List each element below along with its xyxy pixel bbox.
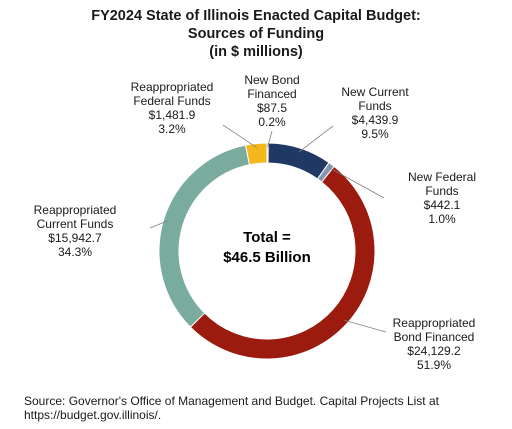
label-percent: 51.9%: [417, 358, 451, 372]
label-name-line: Financed: [247, 87, 296, 101]
label-value: $1,481.9: [149, 108, 196, 122]
label-value: $24,129.2: [407, 344, 461, 358]
label-value: $87.5: [257, 101, 287, 115]
source-line-1: Source: Governor's Office of Management …: [24, 394, 439, 408]
leader-lines: [149, 124, 387, 333]
source-line-2: https://budget.gov.illinois/.: [24, 408, 162, 422]
slice-reappropriated-current-funds: [158, 144, 251, 328]
label-new-federal-funds: New Federal Funds $442.1 1.0%: [408, 170, 476, 226]
slice-reappropriated-federal-funds: [244, 142, 268, 166]
donut-slices: [158, 142, 376, 360]
chart-subtitle: Sources of Funding: [187, 26, 325, 42]
label-percent: 0.2%: [258, 115, 286, 129]
label-value: $15,942.7: [48, 231, 102, 245]
label-name-line: Bond Financed: [394, 330, 475, 344]
label-value: $4,439.9: [352, 113, 399, 127]
leader-reappropriated-bond-financed: [344, 319, 387, 333]
label-reappropriated-federal-funds: Reappropriated Federal Funds $1,481.9 3.2%: [131, 80, 214, 136]
label-name-line: Funds: [358, 99, 391, 113]
label-percent: 34.3%: [58, 245, 92, 259]
label-name-line: Funds: [425, 184, 458, 198]
label-name-line: New Current: [341, 85, 409, 99]
leader-reappropriated-current-funds: [149, 220, 168, 229]
label-reappropriated-bond-financed: Reappropriated Bond Financed $24,129.2 51.9…: [393, 316, 476, 372]
center-total-value: $46.5 Billion: [223, 249, 311, 266]
leader-new-bond-financed: [267, 130, 273, 148]
label-name-line: Reappropriated: [393, 316, 476, 330]
slice-new-current-funds: [267, 142, 330, 180]
label-new-current-funds: New Current Funds $4,439.9 9.5%: [341, 85, 409, 141]
label-percent: 3.2%: [158, 122, 186, 136]
leader-reappropriated-federal-funds: [222, 124, 257, 148]
label-percent: 1.0%: [428, 212, 456, 226]
leader-new-federal-funds: [329, 167, 385, 199]
chart-title-block: FY2024 State of Illinois Enacted Capital…: [0, 7, 512, 61]
label-name-line: Reappropriated: [34, 203, 117, 217]
label-name-line: New Federal: [408, 170, 476, 184]
label-name-line: Federal Funds: [133, 94, 210, 108]
label-new-bond-financed: New Bond Financed $87.5 0.2%: [244, 73, 299, 129]
label-name-line: Current Funds: [37, 217, 114, 231]
label-name-line: Reappropriated: [131, 80, 214, 94]
slice-labels: New Bond Financed $87.5 0.2%New Current Fund…: [34, 73, 476, 372]
label-name-line: New Bond: [244, 73, 299, 87]
leader-new-current-funds: [298, 125, 334, 153]
label-value: $442.1: [424, 198, 461, 212]
label-percent: 9.5%: [361, 127, 389, 141]
chart-title: FY2024 State of Illinois Enacted Capital…: [91, 8, 421, 24]
source-note: Source: Governor's Office of Management …: [24, 394, 504, 422]
label-reappropriated-current-funds: Reappropriated Current Funds $15,942.7 34.3…: [34, 203, 117, 259]
center-total-label: Total =: [243, 229, 291, 246]
chart-unit-note: (in $ millions): [209, 44, 303, 60]
